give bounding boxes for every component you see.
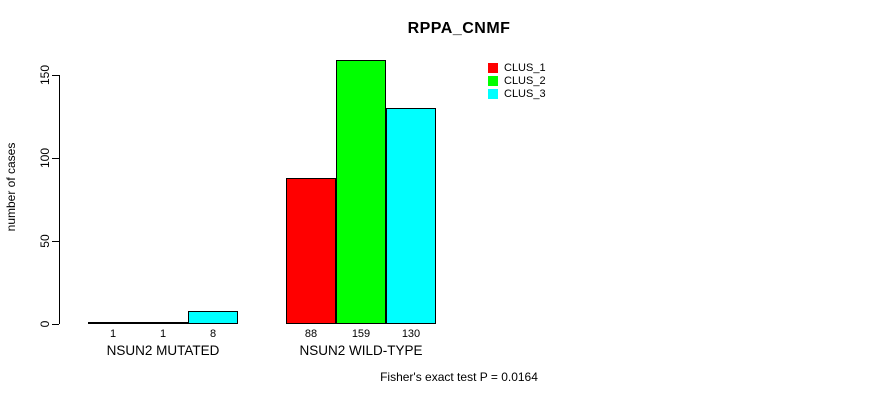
y-tick-label: 0 — [38, 320, 52, 328]
bar-clus_3 — [386, 108, 436, 324]
y-axis-tick — [52, 323, 59, 325]
legend-label: CLUS_3 — [504, 88, 546, 101]
bar-clus_3 — [188, 311, 238, 324]
bar-value-label: 159 — [351, 328, 371, 340]
bar-value-label: 88 — [304, 328, 318, 340]
legend-label: CLUS_1 — [504, 61, 546, 74]
category-label: NSUN2 WILD-TYPE — [299, 343, 423, 358]
legend-swatch-clus_3 — [488, 89, 498, 100]
y-tick-label: 50 — [38, 234, 52, 248]
legend-item: CLUS_2 — [488, 74, 546, 87]
y-tick-label: 150 — [38, 64, 52, 86]
y-axis-tick — [52, 74, 59, 76]
bar-clus_2 — [138, 322, 188, 324]
bar-value-label: 8 — [209, 328, 217, 340]
legend: CLUS_1 CLUS_2 CLUS_3 — [488, 61, 546, 101]
bar-value-label: 130 — [401, 328, 421, 340]
legend-swatch-clus_1 — [488, 62, 498, 73]
chart-title: RPPA_CNMF — [407, 20, 511, 37]
bar-value-label: 1 — [159, 328, 167, 340]
category-label: NSUN2 MUTATED — [106, 343, 220, 358]
y-axis-line — [59, 75, 60, 324]
y-tick-label: 100 — [38, 147, 52, 169]
bar-clus_1 — [286, 178, 336, 324]
bar-clus_2 — [336, 60, 386, 324]
legend-swatch-clus_2 — [488, 76, 498, 87]
legend-item: CLUS_3 — [488, 88, 546, 101]
legend-item: CLUS_1 — [488, 61, 546, 74]
bar-value-label: 1 — [109, 328, 117, 340]
y-axis-tick — [52, 240, 59, 242]
bar-clus_1 — [88, 322, 138, 324]
legend-label: CLUS_2 — [504, 75, 546, 88]
annotation-text: Fisher's exact test P = 0.0164 — [380, 370, 538, 384]
y-axis-tick — [52, 157, 59, 159]
